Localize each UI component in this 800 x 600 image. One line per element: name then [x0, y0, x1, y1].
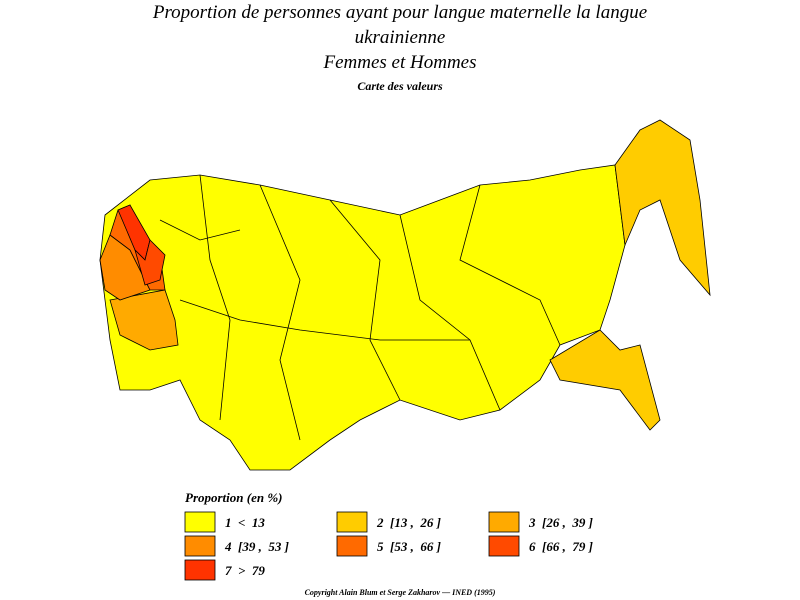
- border: [199, 174, 231, 421]
- region: [549, 329, 661, 431]
- legend-label: 3 [26 , 39 ]: [528, 515, 593, 530]
- region: [99, 164, 626, 471]
- legend-swatch: [336, 535, 368, 557]
- legend-label: 5 [53 , 66 ]: [377, 539, 441, 554]
- legend-label: 2 [13 , 26 ]: [376, 515, 441, 530]
- border: [329, 199, 401, 401]
- legend-swatch: [184, 511, 216, 533]
- legend-label: 6 [66 , 79 ]: [529, 539, 593, 554]
- border: [259, 184, 301, 441]
- legend-swatch: [488, 511, 520, 533]
- subtitle: Carte des valeurs: [357, 79, 443, 93]
- border: [459, 184, 561, 346]
- legend: 1 < 13 2 [13 , 26 ] 3 [26 , 39 ] 4 [39 , 53…: [184, 511, 593, 581]
- legend-swatch: [184, 559, 216, 581]
- legend-swatch: [336, 511, 368, 533]
- footer: Copyright Alain Blum et Serge Zakharov —…: [305, 588, 496, 597]
- legend-title: Proportion (en %): [185, 490, 283, 505]
- title-line: ukrainienne: [355, 27, 446, 48]
- border: [179, 299, 470, 341]
- title-line: Femmes et Hommes: [322, 52, 476, 73]
- region: [134, 239, 166, 286]
- map: [99, 119, 711, 471]
- legend-label: 4 [39 , 53 ]: [224, 539, 289, 554]
- border: [399, 214, 501, 411]
- legend-label: 7 > 79: [225, 563, 265, 578]
- legend-label: 1 < 13: [225, 515, 265, 530]
- region: [614, 119, 711, 297]
- border: [159, 219, 241, 241]
- legend-swatch: [184, 535, 216, 557]
- title-line: Proportion de personnes ayant pour langu…: [152, 2, 647, 23]
- legend-swatch: [488, 535, 520, 557]
